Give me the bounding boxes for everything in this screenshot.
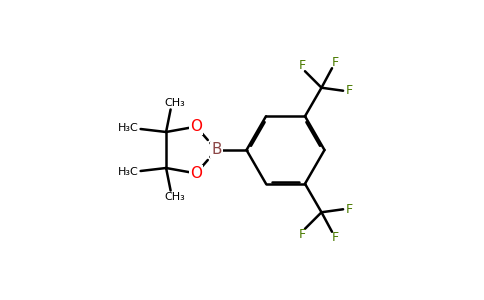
Text: CH₃: CH₃ <box>165 192 185 202</box>
Text: O: O <box>190 119 202 134</box>
Text: F: F <box>346 84 353 97</box>
Text: F: F <box>332 56 339 69</box>
Text: H₃C: H₃C <box>118 167 138 177</box>
Text: F: F <box>299 59 305 72</box>
Text: B: B <box>211 142 222 158</box>
Text: O: O <box>190 166 202 181</box>
Text: H₃C: H₃C <box>118 123 138 134</box>
Text: CH₃: CH₃ <box>165 98 185 108</box>
Text: F: F <box>346 203 353 216</box>
Text: F: F <box>332 231 339 244</box>
Text: F: F <box>299 228 305 241</box>
